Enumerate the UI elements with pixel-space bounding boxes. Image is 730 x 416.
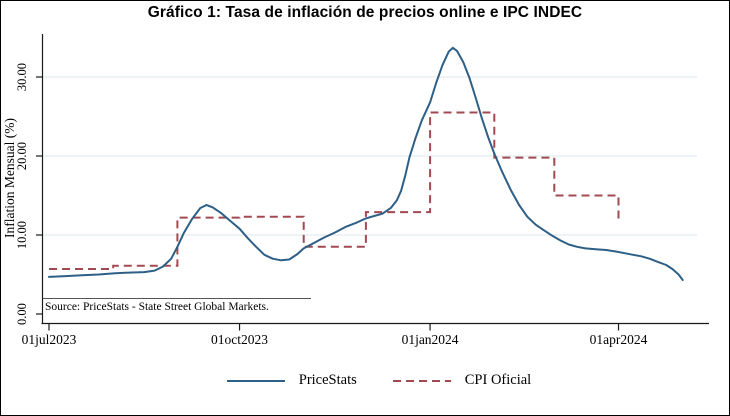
chart-title: Gráfico 1: Tasa de inflación de precios … — [147, 4, 583, 21]
x-tick-label: 01jul2023 — [22, 332, 77, 347]
cpi-oficial-dashed-line — [49, 111, 620, 270]
y-axis-title: Inflation Mensual (%) — [2, 118, 17, 238]
y-tick-label: 20.00 — [15, 142, 29, 170]
tick-labels: 0.00 10.00 20.00 30.00 01jul2023 01oct2023 01j… — [15, 63, 648, 347]
pricestats-line-sample — [226, 379, 285, 382]
y-tick-label: 30.00 — [15, 63, 29, 91]
source-note: Source: PriceStats - State Street Global… — [43, 298, 311, 314]
y-tick-label: 0.00 — [15, 303, 29, 325]
x-tick-label: 01oct2023 — [211, 332, 268, 347]
x-tick-label: 01apr2024 — [590, 332, 648, 347]
axes — [41, 34, 709, 325]
legend-item-cpi-oficial: CPI Oficial — [392, 372, 532, 389]
cpi-oficial-line-sample — [392, 379, 451, 382]
pricestats-line — [48, 46, 684, 281]
gridlines — [42, 76, 697, 236]
tick-marks — [36, 76, 620, 331]
x-tick-label: 01jan2024 — [402, 332, 459, 347]
legend-label-cpi-oficial: CPI Oficial — [464, 372, 532, 388]
legend-label-pricestats: PriceStats — [298, 372, 357, 388]
legend-item-pricestats: PriceStats — [226, 372, 357, 389]
y-tick-label: 10.00 — [15, 221, 29, 249]
legend: PriceStats CPI Oficial — [15, 372, 729, 389]
